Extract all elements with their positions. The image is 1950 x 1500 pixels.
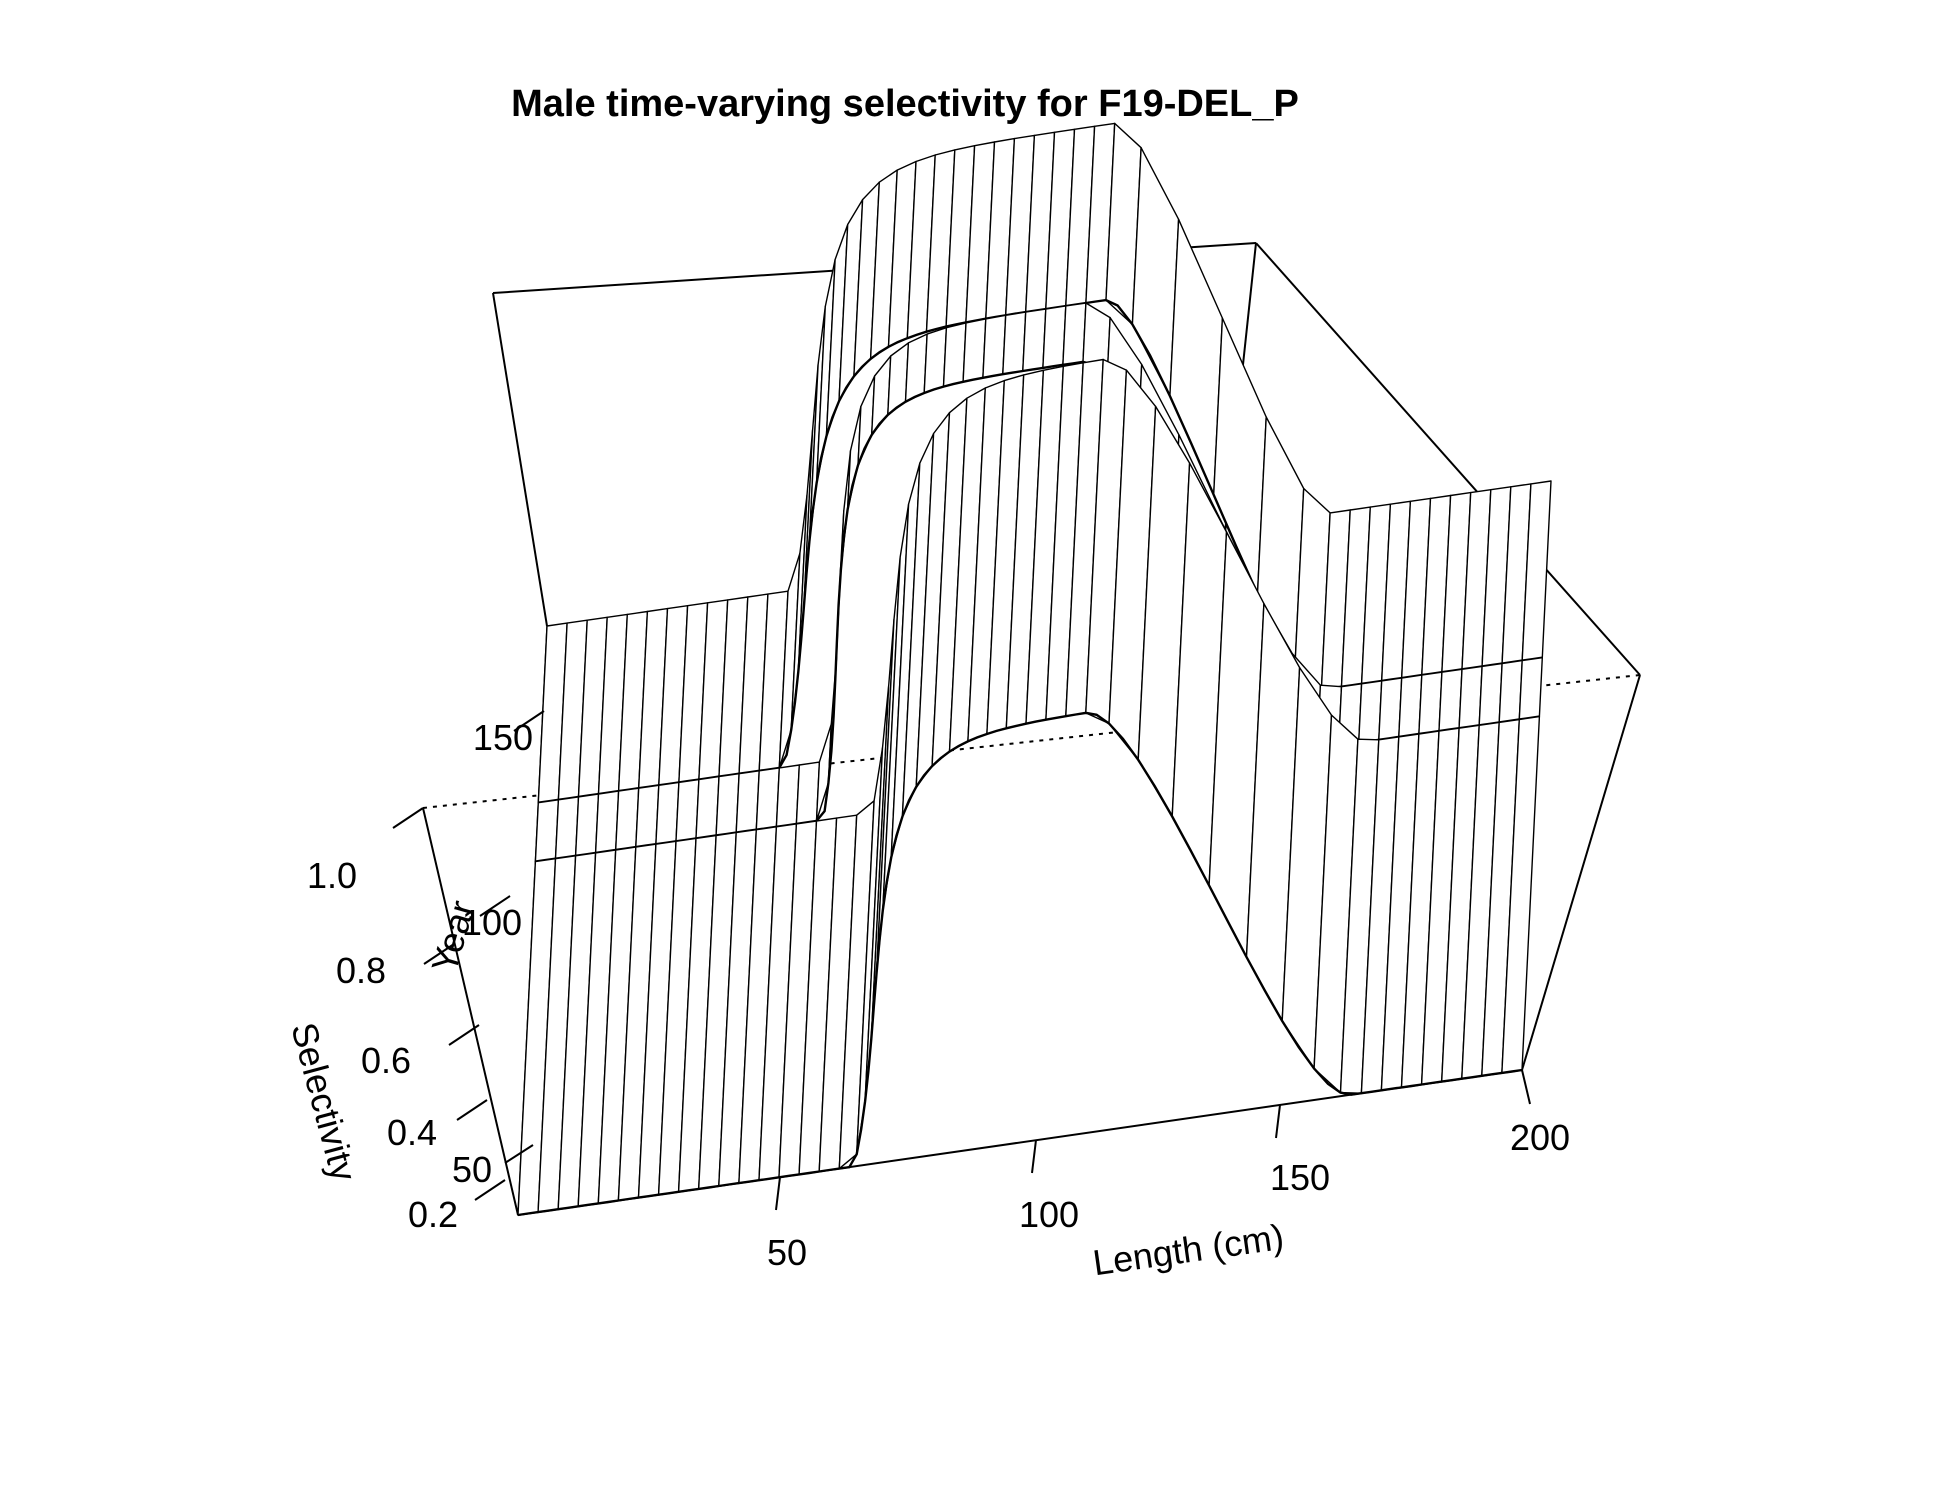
surface-facet xyxy=(534,799,560,863)
x-tick-label-100: 100 xyxy=(1019,1194,1079,1235)
z-tick-label-0.8: 0.8 xyxy=(336,950,386,991)
surface-facet xyxy=(1398,674,1423,738)
z-tick-mark-0.6 xyxy=(448,1024,480,1046)
z-tick-mark-0.2 xyxy=(474,1179,506,1201)
surface-facet xyxy=(795,761,821,825)
surface-facet xyxy=(982,314,1007,379)
surface-facet xyxy=(1357,680,1383,744)
surface-facet xyxy=(1418,671,1443,735)
x-tick-mark-50 xyxy=(775,1176,781,1211)
selectivity-surface xyxy=(517,122,1552,1217)
y-tick-label-150: 150 xyxy=(473,717,533,758)
box-edge-right-top xyxy=(1255,242,1641,676)
x-tick-label-50: 50 xyxy=(767,1232,807,1273)
y-tick-label-50: 50 xyxy=(452,1149,492,1190)
surface-facet xyxy=(554,796,580,860)
z-axis-label: Selectivity xyxy=(283,1018,365,1185)
x-tick-mark-150 xyxy=(1275,1104,1281,1139)
z-tick-mark-1.0 xyxy=(392,807,424,829)
z-tick-label-0.6: 0.6 xyxy=(361,1040,411,1081)
y-tick-mark-50 xyxy=(504,1144,534,1164)
surface-facet xyxy=(775,764,800,828)
x-tick-label-200: 200 xyxy=(1510,1117,1570,1158)
y-tick-mark-150 xyxy=(513,710,545,732)
surface-facet xyxy=(574,793,600,857)
y-tick-label-100: 100 xyxy=(462,902,522,943)
box-edge-back-left xyxy=(492,292,548,627)
box-edge-right-vertical xyxy=(1521,674,1641,1071)
surface-facet xyxy=(942,322,967,388)
x-tick-mark-100 xyxy=(1031,1139,1037,1174)
surface-facet xyxy=(655,781,680,845)
box-edge-left-front xyxy=(422,807,519,1216)
x-tick-label-150: 150 xyxy=(1270,1157,1330,1198)
surface-facet xyxy=(695,775,720,840)
surface-facet xyxy=(715,773,740,837)
surface-facet xyxy=(1498,659,1523,724)
surface-facet xyxy=(735,770,760,834)
z-tick-label-0.2: 0.2 xyxy=(408,1194,458,1235)
y-tick-mark-100 xyxy=(479,895,511,917)
surface-facet xyxy=(1042,305,1067,369)
surface-facet xyxy=(1022,308,1047,372)
x-axis: 50 100 150 200 Length (cm) xyxy=(767,1069,1570,1283)
surface-facet xyxy=(635,784,660,848)
x-axis-label: Length (cm) xyxy=(1090,1216,1286,1283)
y-axis-label: Year xyxy=(423,896,482,977)
z-tick-label-0.4: 0.4 xyxy=(387,1112,437,1153)
surface-facet xyxy=(755,767,780,831)
surface-facet xyxy=(594,790,620,854)
surface-facet xyxy=(1062,302,1087,366)
surface-facet xyxy=(887,342,910,416)
surface-facet xyxy=(615,787,640,851)
y-axis: 50 100 150 Year xyxy=(423,710,545,1190)
period-front-profile xyxy=(517,711,1523,1217)
z-tick-label-1.0: 1.0 xyxy=(307,855,357,896)
surface-facet xyxy=(962,318,987,383)
surface-facet xyxy=(1002,311,1027,375)
surface-facet xyxy=(1378,677,1403,741)
surface-facet xyxy=(1438,668,1463,732)
surface-facet xyxy=(1478,662,1503,726)
surface-facet xyxy=(1518,657,1544,721)
surface-facet xyxy=(1458,665,1483,729)
z-tick-mark-0.4 xyxy=(456,1099,488,1121)
chart-title: Male time-varying selectivity for F19-DE… xyxy=(511,83,1299,125)
surface-facet xyxy=(675,778,700,842)
z-tick-mark-0.8 xyxy=(423,943,455,965)
x-tick-mark-200 xyxy=(1521,1069,1531,1105)
